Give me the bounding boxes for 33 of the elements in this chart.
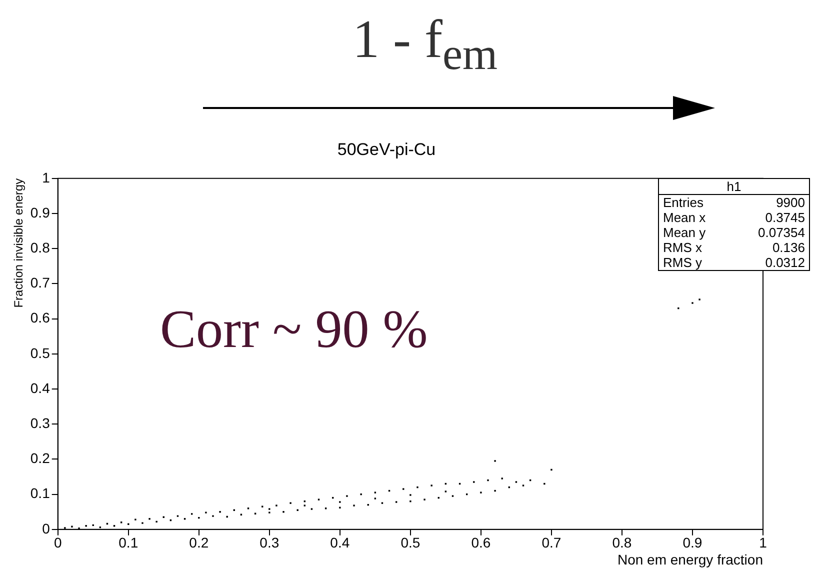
text: 1 - f$_{em}$ (352, 8, 498, 80)
text: RMS y 0.0312 (663, 255, 805, 270)
x-tick-label: 0.2 (189, 534, 209, 551)
x-tick-label: 0 (54, 534, 62, 551)
x-tick-label: 0.7 (542, 534, 562, 551)
y-axis-title: Fraction invisible energy (12, 178, 26, 308)
y-tick-label: 0 (42, 520, 50, 536)
y-tick-label: 0.2 (30, 450, 50, 466)
text: Mean y 0.07354 (663, 225, 805, 240)
y-tick-label: 0.3 (30, 414, 50, 431)
text: Entries 9900 (663, 195, 805, 210)
annotation: Corr ~ 90 % (160, 298, 428, 360)
y-tick-label: 0.4 (30, 380, 50, 396)
chart-title: 50GeV-pi-Cu (337, 140, 436, 159)
x-tick-label: 0.9 (682, 534, 702, 551)
x-tick-label: 0.3 (260, 534, 280, 551)
annotation: h1 (659, 179, 809, 195)
x-tick-label: 0.8 (612, 534, 632, 551)
x-tick-label: 0.4 (330, 534, 350, 551)
x-tick-label: 0.1 (118, 534, 138, 551)
y-tick-label: 0.5 (30, 344, 50, 361)
x-tick-label: 1 (759, 534, 768, 551)
x-axis-title: Non em energy fraction (617, 551, 763, 568)
y-tick-label: 0.8 (30, 239, 50, 256)
y-tick-label: 0.6 (30, 310, 50, 326)
x-tick-label: 0.5 (400, 534, 420, 551)
y-tick-label: 0.9 (30, 204, 50, 220)
y-tick-label: 0.7 (30, 274, 50, 291)
x-tick-label: 0.6 (471, 534, 491, 551)
y-tick-label: 1 (42, 169, 50, 186)
text: Mean x 0.3745 (663, 210, 805, 225)
y-tick-label: 0.1 (30, 485, 50, 502)
text: RMS x 0.136 (663, 240, 805, 255)
